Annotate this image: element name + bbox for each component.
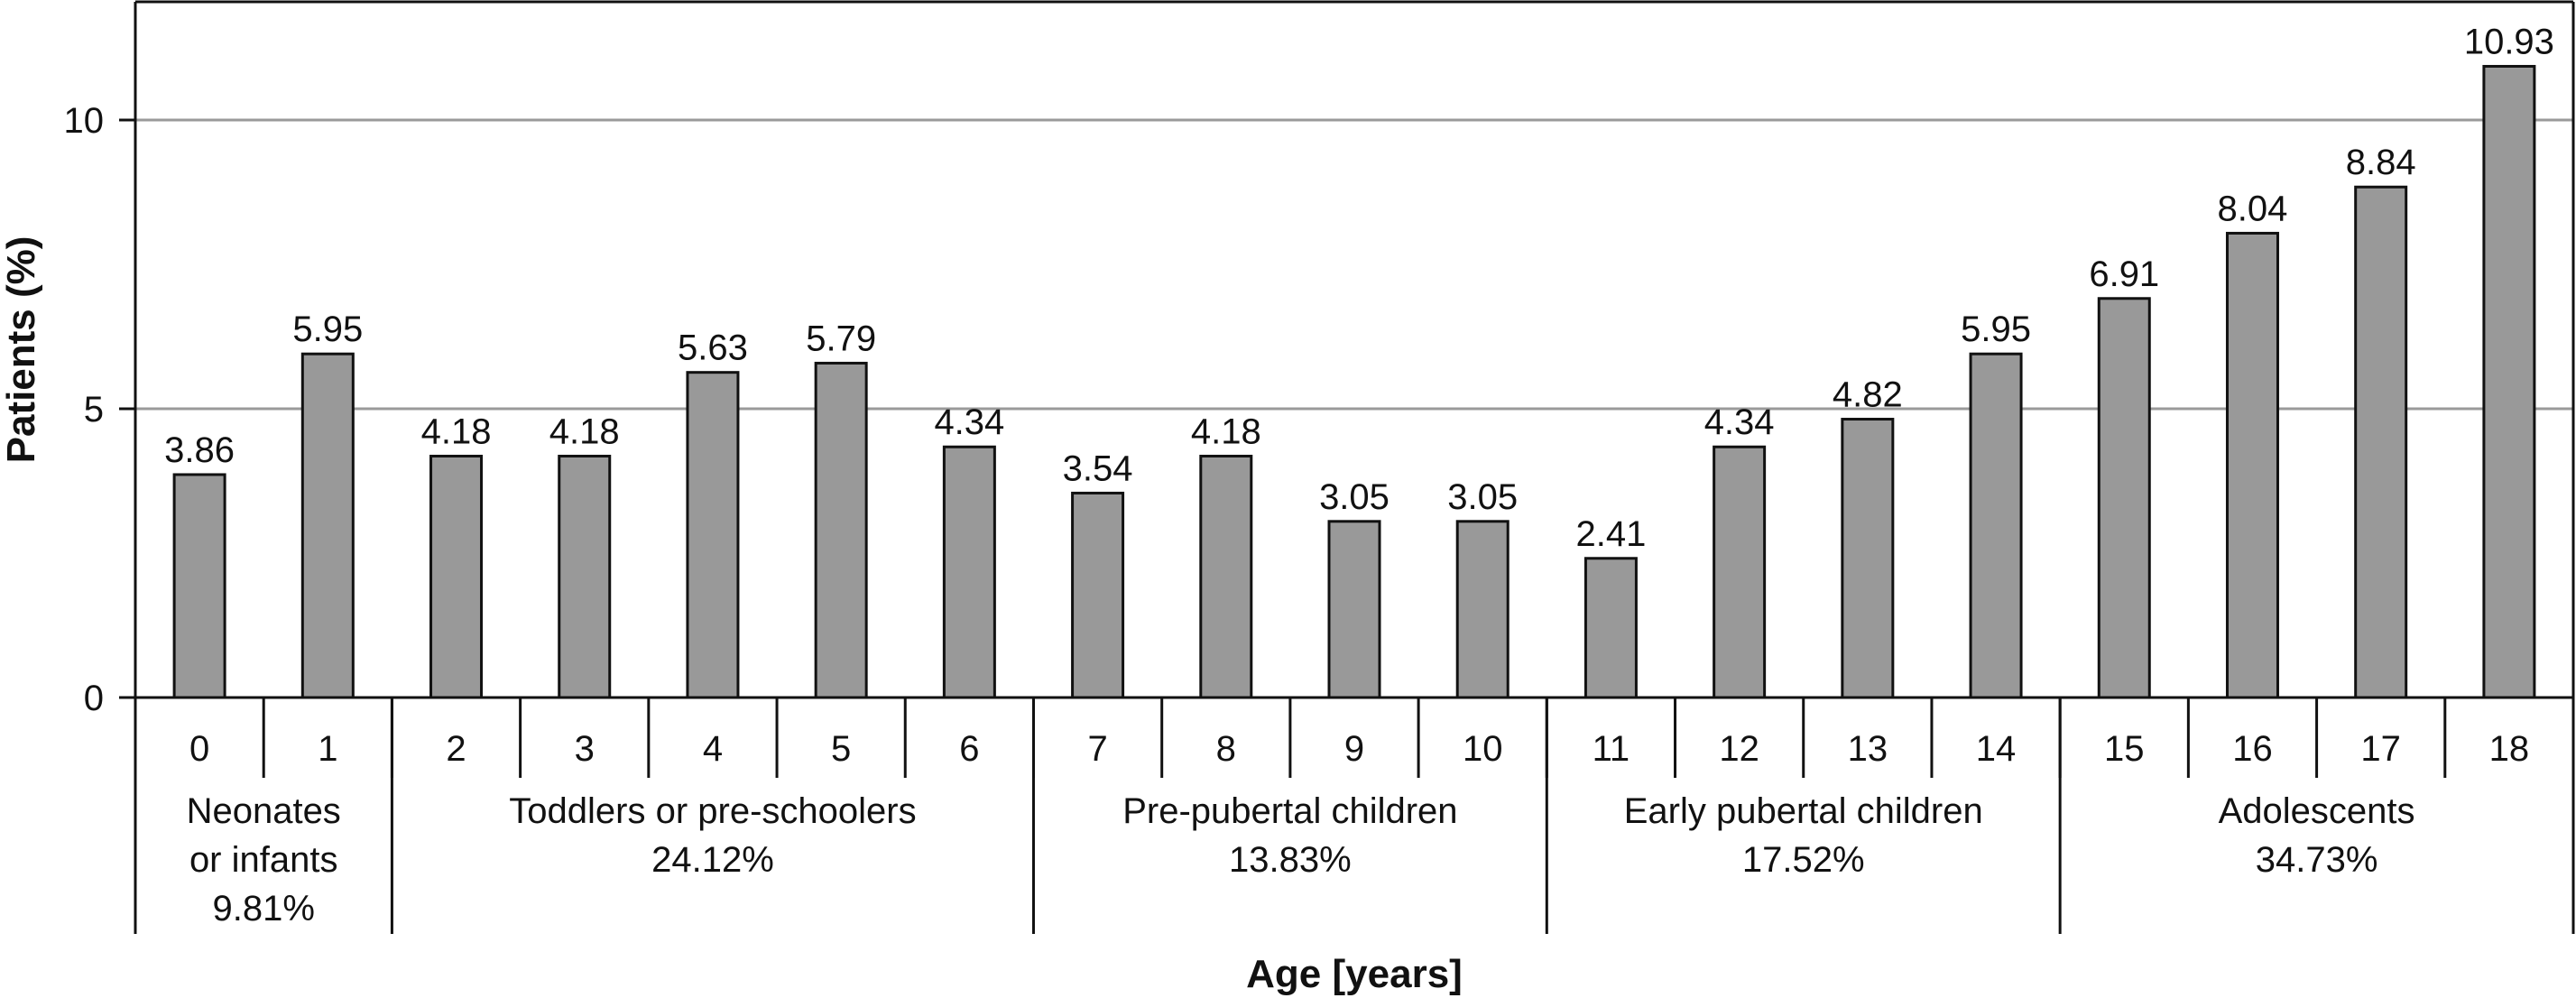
bar-age-1: [300, 352, 355, 699]
bar-age-18: [2482, 64, 2536, 699]
data-labels: 3.86 5.95 4.18 4.18 5.63 5.79 4.34 3.54 4.18 3.05…: [164, 22, 2554, 553]
group-label: 17.52%: [1742, 840, 1865, 880]
y-tick-label: 0: [84, 679, 104, 718]
data-label: 4.18: [421, 411, 492, 451]
x-tick-label: 10: [1463, 729, 1503, 769]
data-label: 8.04: [2218, 189, 2288, 228]
data-label: 5.79: [806, 319, 876, 358]
bar-age-14: [1969, 352, 2023, 699]
bar-age-16: [2225, 231, 2279, 699]
bar-age-10: [1455, 520, 1510, 699]
grid-lines: [135, 118, 2573, 411]
x-axis-title: Age [years]: [1246, 952, 1463, 996]
group-label: Pre-pubertal children: [1122, 791, 1457, 831]
y-axis-title: Patients (%): [0, 236, 43, 464]
bar-age-13: [1841, 418, 1895, 699]
group-label: Early pubertal children: [1624, 791, 1983, 831]
bar-age-2: [429, 454, 484, 699]
data-label: 5.63: [678, 328, 748, 368]
y-tick-label: 10: [64, 101, 105, 141]
group-label: 13.83%: [1229, 840, 1352, 880]
x-tick-label: 2: [446, 729, 466, 769]
data-label: 3.05: [1447, 477, 1518, 517]
plot-frame: [119, 0, 2575, 699]
data-label: 4.34: [934, 402, 1004, 442]
x-tick-label: 18: [2489, 729, 2530, 769]
x-tick-label: 9: [1344, 729, 1364, 769]
bar-age-8: [1199, 454, 1253, 699]
bar-age-17: [2354, 185, 2408, 699]
data-label: 4.82: [1833, 375, 1903, 415]
x-tick-label: 17: [2360, 729, 2401, 769]
bar-age-9: [1327, 520, 1381, 699]
x-tick-label: 8: [1216, 729, 1236, 769]
bar-age-3: [558, 454, 612, 699]
x-tick-label: 12: [1719, 729, 1759, 769]
group-label: Neonates: [187, 791, 341, 831]
group-label: 34.73%: [2256, 840, 2378, 880]
x-tick-label: 1: [318, 729, 337, 769]
group-label: Toddlers or pre-schoolers: [509, 791, 916, 831]
bar-age-6: [942, 445, 996, 699]
data-label: 5.95: [292, 310, 363, 349]
x-axis-ticks: 0 1 2 3 4 5 6 7 8 9 10 11 12 13 14 15 16 17 18: [189, 698, 2529, 778]
x-tick-label: 0: [189, 729, 209, 769]
x-tick-label: 6: [959, 729, 979, 769]
data-label: 2.41: [1575, 514, 1646, 554]
x-tick-label: 4: [703, 729, 723, 769]
group-label: or infants: [189, 840, 338, 880]
data-label: 6.91: [2089, 254, 2159, 294]
x-tick-label: 14: [1976, 729, 2017, 769]
y-tick-label: 5: [84, 390, 104, 430]
data-label: 4.18: [549, 411, 620, 451]
bar-age-11: [1583, 557, 1638, 699]
data-label: 8.84: [2346, 143, 2416, 182]
x-tick-label: 5: [831, 729, 851, 769]
data-label: 4.18: [1191, 411, 1261, 451]
data-label: 3.86: [164, 430, 235, 470]
data-label: 3.54: [1063, 448, 1133, 488]
data-label: 10.93: [2464, 22, 2554, 61]
bar-age-7: [1071, 491, 1125, 699]
bar-age-0: [172, 473, 226, 699]
x-tick-label: 16: [2232, 729, 2273, 769]
bars: [172, 64, 2536, 699]
bar-age-5: [814, 361, 868, 699]
x-tick-label: 15: [2104, 729, 2145, 769]
data-label: 5.95: [1961, 310, 2031, 349]
bar-age-12: [1713, 445, 1767, 699]
x-tick-label: 3: [575, 729, 595, 769]
data-label: 3.05: [1319, 477, 1390, 517]
group-label: Adolescents: [2219, 791, 2415, 831]
x-tick-label: 13: [1848, 729, 1888, 769]
x-tick-label: 11: [1593, 729, 1630, 769]
y-axis-ticks: 0 5 10: [64, 101, 135, 718]
x-tick-label: 7: [1087, 729, 1107, 769]
bar-age-4: [686, 371, 740, 699]
age-group-labels: Neonates or infants 9.81% Toddlers or pre-s…: [134, 698, 2575, 934]
group-label: 24.12%: [651, 840, 774, 880]
group-label: 9.81%: [212, 889, 314, 929]
bar-age-15: [2097, 297, 2151, 699]
data-label: 4.34: [1704, 402, 1775, 442]
